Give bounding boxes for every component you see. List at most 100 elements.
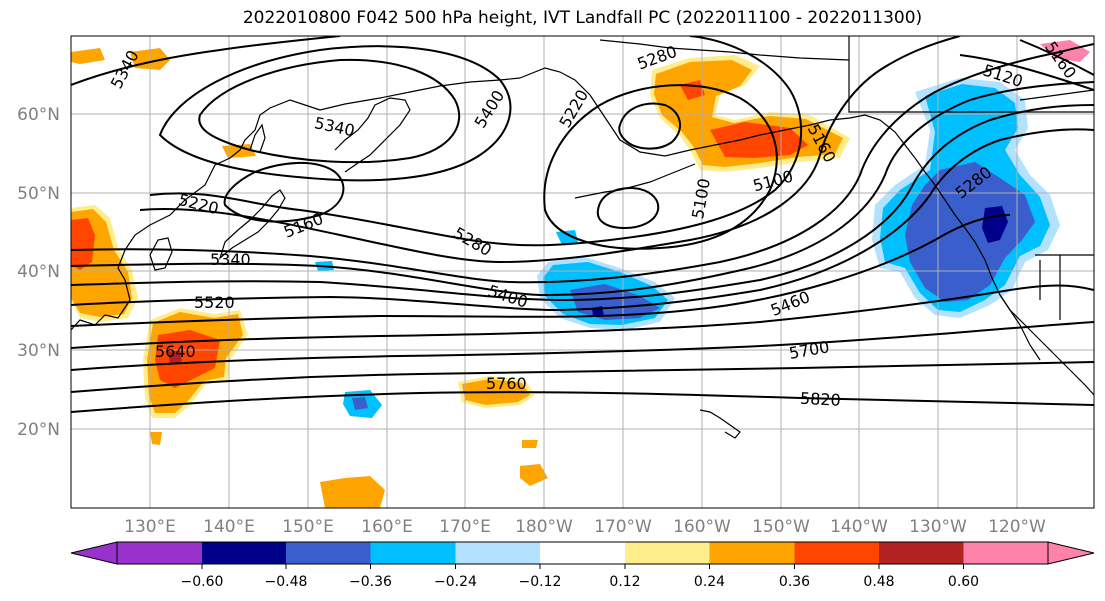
coastlines bbox=[71, 36, 1094, 439]
colorbar-segment bbox=[455, 542, 540, 564]
lon-label: 150°W bbox=[752, 517, 810, 537]
colorbar-tick-label: 0.48 bbox=[863, 574, 894, 590]
coast-asia bbox=[71, 99, 321, 331]
contour-label: 5400 bbox=[471, 87, 509, 132]
lon-label: 160°W bbox=[673, 517, 731, 537]
lat-label: 30°N bbox=[17, 341, 60, 361]
contour-label: 5340 bbox=[107, 47, 143, 92]
contour-5120-ne bbox=[959, 54, 1094, 91]
contour-label: 5520 bbox=[194, 293, 235, 312]
contour-5040 bbox=[618, 102, 681, 150]
contour-5340 bbox=[71, 43, 1094, 284]
colorbar-tick-label: −0.36 bbox=[349, 574, 392, 590]
contour-label: 5340 bbox=[313, 113, 357, 140]
coast-alaska-north bbox=[599, 39, 850, 61]
coast-alaska bbox=[519, 67, 916, 159]
shade-small-4 bbox=[150, 432, 162, 445]
contour-5820 bbox=[71, 391, 1094, 413]
colorbar-segment bbox=[879, 542, 964, 564]
colorbar-segment bbox=[625, 542, 710, 564]
contour-label: 5220 bbox=[176, 190, 220, 218]
colorbar-segment bbox=[202, 542, 287, 564]
coast-kamchatka bbox=[334, 97, 411, 173]
contour-label: 5220 bbox=[555, 86, 592, 131]
latitude-labels: 60°N 50°N 40°N 30°N 20°N bbox=[17, 105, 60, 440]
shade-alaska-red bbox=[710, 122, 808, 158]
coast-baja bbox=[999, 294, 1041, 361]
colorbar-segment bbox=[540, 542, 625, 564]
colorbar-tick-label: −0.24 bbox=[434, 574, 477, 590]
lon-label: 130°W bbox=[909, 517, 967, 537]
shade-japan-red bbox=[71, 218, 95, 270]
shade-south-1 bbox=[320, 476, 385, 508]
contour-label: 5280 bbox=[450, 223, 495, 260]
lon-label: 140°E bbox=[203, 517, 255, 537]
border-canada-2 bbox=[1019, 89, 1094, 101]
colorbar-tick-label: 0.24 bbox=[694, 574, 725, 590]
border-states bbox=[1035, 254, 1094, 320]
colorbar-segment bbox=[794, 542, 879, 564]
coast-west-na bbox=[914, 157, 1094, 396]
shade-small-1b bbox=[352, 397, 368, 410]
colorbar-tick-label: −0.48 bbox=[265, 574, 308, 590]
lon-label: 160°E bbox=[361, 517, 413, 537]
contour-5400 bbox=[71, 81, 1094, 297]
figure-title: 2022010800 F042 500 hPa height, IVT Land… bbox=[242, 8, 923, 28]
contour-label: 5820 bbox=[800, 389, 842, 410]
coast-japan bbox=[218, 189, 286, 260]
contour-5760 bbox=[71, 361, 1094, 393]
colorbar-segment bbox=[117, 542, 202, 564]
contour-5580 bbox=[71, 214, 1011, 327]
contour-label: 5340 bbox=[210, 250, 251, 269]
colorbar-segment bbox=[709, 542, 795, 564]
shade-small-5 bbox=[522, 440, 538, 448]
lat-label: 20°N bbox=[17, 420, 60, 440]
contour-5220 bbox=[149, 36, 803, 247]
contour-label: 5160 bbox=[281, 209, 326, 242]
coast-aleutians bbox=[574, 163, 696, 199]
coast-korea bbox=[149, 237, 173, 271]
contour-5700 bbox=[71, 321, 1094, 371]
ivt-positive-shading bbox=[71, 40, 1090, 508]
colorbar: −0.60 −0.48 −0.36 −0.24 −0.12 0.12 0.24 … bbox=[70, 541, 1095, 590]
height-contours bbox=[71, 36, 1094, 413]
contour-5100-inner bbox=[596, 186, 660, 230]
contour-5460 bbox=[71, 104, 1094, 302]
lat-label: 60°N bbox=[17, 105, 60, 125]
lon-label: 180°W bbox=[515, 517, 573, 537]
colorbar-tick-label: 0.36 bbox=[779, 574, 810, 590]
shade-west-pac-dark bbox=[168, 350, 182, 364]
contour-label: 5100 bbox=[688, 177, 714, 220]
lon-label: 150°E bbox=[282, 517, 334, 537]
colorbar-extend-high bbox=[1047, 541, 1095, 565]
lon-label: 170°W bbox=[594, 517, 652, 537]
contour-label: 5640 bbox=[155, 342, 196, 361]
colorbar-extend-low bbox=[70, 541, 118, 565]
contour-5520 bbox=[71, 128, 1094, 312]
lat-lon-grid bbox=[71, 36, 1094, 508]
lon-label: 120°W bbox=[988, 517, 1046, 537]
contour-label: 5760 bbox=[486, 374, 527, 393]
contour-5460-nw bbox=[158, 45, 512, 182]
contour-5160 bbox=[223, 162, 345, 223]
contour-label: 5700 bbox=[787, 337, 830, 363]
map-frame bbox=[70, 35, 1095, 509]
coast-hawaii bbox=[699, 409, 741, 439]
colorbar-segment bbox=[963, 542, 1048, 564]
contour-5640 bbox=[71, 284, 1094, 349]
shade-small-2 bbox=[556, 230, 578, 245]
colorbar-segment bbox=[370, 542, 456, 564]
contour-5100-upper bbox=[543, 84, 778, 250]
colorbar-tick-label: −0.12 bbox=[519, 574, 562, 590]
lat-label: 40°N bbox=[17, 262, 60, 282]
shade-south-2 bbox=[520, 464, 548, 486]
contour-5340-nw bbox=[71, 36, 341, 86]
contour-5400-nw bbox=[198, 58, 461, 164]
longitude-labels: 130°E 140°E 150°E 160°E 170°E 180°W 170°… bbox=[124, 517, 1046, 537]
colorbar-tick-label: 0.60 bbox=[948, 574, 979, 590]
contour-5280 bbox=[139, 36, 961, 264]
colorbar-tick-label: 0.12 bbox=[609, 574, 640, 590]
shade-nw-1 bbox=[71, 48, 105, 64]
colorbar-frame bbox=[116, 541, 1049, 565]
